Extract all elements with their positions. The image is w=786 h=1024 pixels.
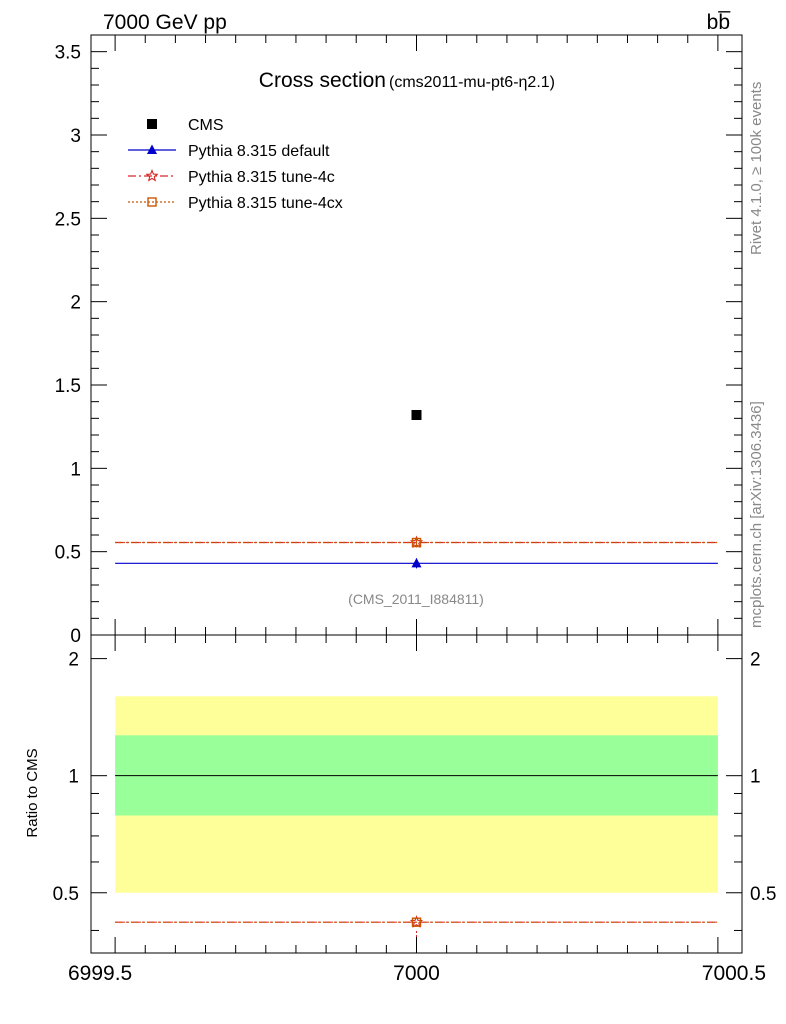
legend: CMS Pythia 8.315 default Pythia 8.315 tune… (128, 117, 343, 212)
legend-marker-0 (147, 119, 157, 129)
legend-label-2: Pythia 8.315 tune-4c (188, 169, 335, 186)
legend-marker-3 (147, 197, 157, 207)
x-tick-labels: 6999.5 7000 7000.5 (68, 962, 766, 985)
plot-title: Cross section (259, 69, 386, 92)
y-tick-label: 3 (70, 126, 81, 147)
ratio-plot-panel: 0.5 0.5 1 1 2 2 6999.5 7000 7000.5 Ratio to CMS (24, 634, 777, 985)
y-tick-label: 2 (70, 293, 81, 314)
x-tick-label: 7000 (393, 962, 440, 985)
ratio-y-tick-label-right: 1 (750, 767, 761, 788)
x-tick-label: 7000.5 (702, 962, 766, 985)
legend-label-3: Pythia 8.315 tune-4cx (188, 195, 343, 212)
data-point-0 (411, 410, 422, 420)
legend-label-0: CMS (188, 117, 224, 134)
data-point-1 (411, 557, 422, 568)
legend-marker-2 (145, 168, 159, 182)
main-plot-ticks (91, 34, 742, 636)
y-tick-label: 0.5 (55, 543, 81, 564)
y-tick-label: 1.5 (55, 376, 81, 397)
ratio-y-tick-label-right: 2 (750, 650, 761, 671)
analysis-label: (CMS_2011_I884811) (348, 591, 484, 607)
ratio-y-tick-label-right: 0.5 (750, 884, 776, 905)
mcplots-label: mcplots.cern.ch [arXiv:1306.3436] (748, 401, 765, 628)
ratio-y-axis-label: Ratio to CMS (24, 748, 41, 837)
y-tick-label: 3.5 (55, 43, 81, 64)
rivet-label: Rivet 4.1.0, ≥ 100k events (748, 82, 765, 255)
ratio-y-tick-label-left: 0.5 (53, 884, 79, 905)
y-tick-label: 2.5 (55, 209, 81, 230)
ratio-y-tick-label-left: 2 (68, 650, 79, 671)
main-plot-y-tick-labels: 0 0.5 1 1.5 2 2.5 3 3.5 (55, 43, 81, 647)
process-label: bb̅ (707, 11, 732, 34)
ratio-plot-y-tick-labels: 0.5 0.5 1 1 2 2 (53, 650, 777, 905)
legend-marker-1 (147, 144, 157, 154)
energy-label: 7000 GeV pp (103, 11, 227, 34)
ratio-plot-ticks (91, 635, 742, 953)
ratio-y-tick-label-left: 1 (68, 767, 79, 788)
y-tick-label: 0 (70, 626, 81, 647)
ratio-point-2 (411, 917, 422, 927)
legend-label-1: Pythia 8.315 default (188, 143, 330, 160)
main-plot-panel: 0 0.5 1 1.5 2 2.5 3 3.5 Cross section (cms2011-… (55, 34, 743, 647)
plot-subtitle: (cms2011-mu-pt6-η2.1) (389, 74, 555, 91)
y-tick-label: 1 (70, 459, 81, 480)
x-tick-label: 6999.5 (68, 962, 132, 985)
data-point-3 (411, 537, 422, 548)
